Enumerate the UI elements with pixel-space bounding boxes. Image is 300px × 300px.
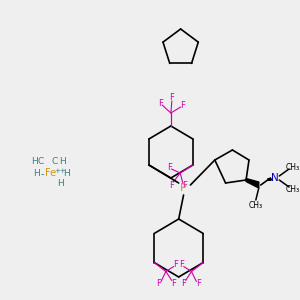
Text: ++: ++	[55, 168, 66, 174]
Text: F: F	[169, 181, 174, 190]
Text: F: F	[169, 94, 174, 103]
Text: F: F	[181, 279, 186, 288]
Text: H: H	[33, 169, 40, 178]
Text: F: F	[179, 260, 184, 269]
Text: CH₃: CH₃	[286, 163, 300, 172]
Text: C: C	[52, 157, 58, 166]
Text: N: N	[272, 173, 279, 183]
Text: CH₃: CH₃	[249, 202, 263, 211]
Text: F: F	[180, 101, 185, 110]
Text: H: H	[59, 157, 66, 166]
Text: F: F	[183, 182, 188, 190]
Text: F: F	[196, 279, 201, 288]
Text: H: H	[57, 178, 64, 188]
Text: F: F	[158, 100, 163, 109]
Text: F: F	[157, 279, 161, 288]
Text: H: H	[31, 157, 38, 166]
Polygon shape	[246, 178, 259, 188]
Text: F: F	[167, 164, 172, 172]
Text: C: C	[38, 157, 44, 166]
Text: -: -	[40, 169, 44, 179]
Text: CH₃: CH₃	[286, 184, 300, 194]
Text: H: H	[63, 169, 70, 178]
Text: Fe: Fe	[45, 168, 56, 178]
Text: P: P	[180, 183, 187, 193]
Text: F: F	[171, 279, 176, 288]
Text: F: F	[173, 260, 178, 269]
